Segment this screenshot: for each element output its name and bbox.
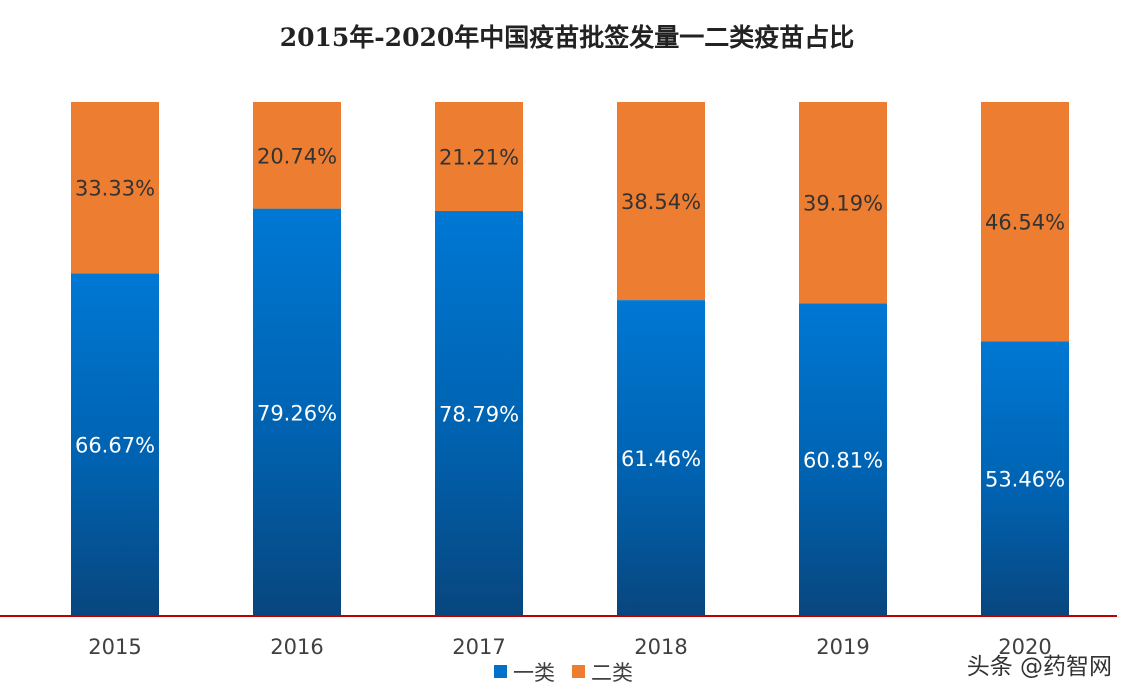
data-labels-layer: 66.67% 33.33% 79.26% 20.74% 78.79% 21.21% 61.4… [75,144,1065,491]
x-tick-label-2015: 2015 [88,635,141,659]
bar-class2-2017 [435,102,523,212]
data-label-class2-2017: 21.21% [439,146,519,170]
data-label-class2-2020: 46.54% [985,211,1065,235]
data-label-class1-2019: 60.81% [803,449,883,473]
data-label-class1-2015: 66.67% [75,434,155,458]
bar-class1-2017 [435,211,523,616]
bar-class2-2018 [617,102,705,301]
x-tick-label-2016: 2016 [270,635,323,659]
x-tick-label-2017: 2017 [452,635,505,659]
data-label-class2-2016: 20.74% [257,144,337,168]
chart-title: 2015年-2020年中国疫苗批签发量一二类疫苗占比 [280,23,855,52]
bar-class2-2016 [253,102,341,209]
bar-class1-2018 [617,300,705,616]
data-label-class2-2015: 33.33% [75,177,155,201]
data-label-class1-2017: 78.79% [439,403,519,427]
data-label-class1-2020: 53.46% [985,468,1065,492]
legend: 一类 二类 [494,661,633,685]
legend-label-class1: 一类 [513,661,555,685]
x-tick-labels: 2015 2016 2017 2018 2019 2020 [88,635,1051,659]
bar-class1-2020 [981,341,1069,616]
x-tick-label-2020: 2020 [998,635,1051,659]
legend-swatch-class2 [572,665,585,678]
bar-class2-2015 [71,102,159,274]
bars-layer [71,102,1069,616]
legend-swatch-class1 [494,665,507,678]
data-label-class2-2019: 39.19% [803,192,883,216]
watermark-text: 头条 @药智网 [967,654,1112,680]
x-tick-label-2019: 2019 [816,635,869,659]
bar-class1-2019 [799,303,887,616]
x-tick-label-2018: 2018 [634,635,687,659]
bar-class2-2019 [799,102,887,304]
data-label-class1-2016: 79.26% [257,401,337,425]
bar-class2-2020 [981,102,1069,342]
bar-class1-2015 [71,273,159,616]
legend-label-class2: 二类 [591,661,633,685]
data-label-class2-2018: 38.54% [621,190,701,214]
bar-class1-2016 [253,208,341,616]
data-label-class1-2018: 61.46% [621,447,701,471]
